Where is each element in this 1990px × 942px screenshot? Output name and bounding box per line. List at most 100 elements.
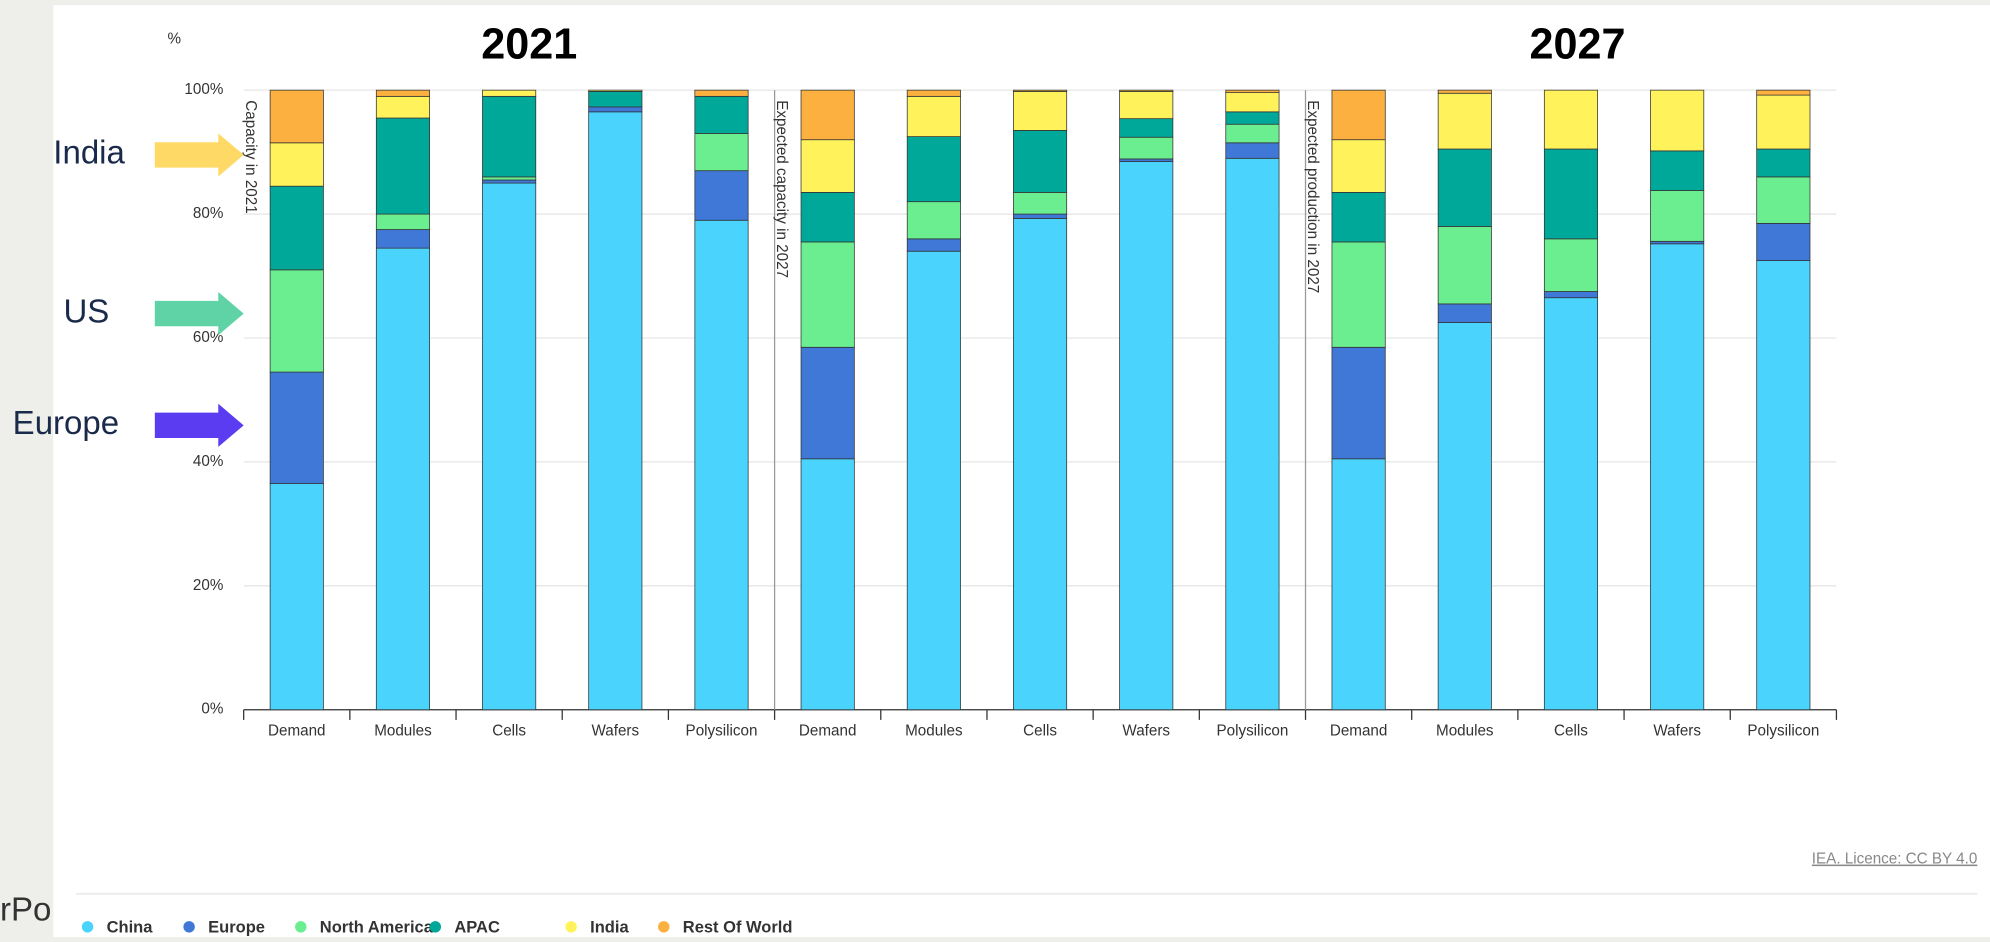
source[interactable]: IEA. Licence: CC BY 4.0 xyxy=(1812,851,1977,868)
bar-segment xyxy=(1119,136,1174,160)
x-tick-label: Cells xyxy=(492,722,526,739)
bar-segment xyxy=(800,89,855,141)
legend-label: China xyxy=(107,918,154,936)
bar-segment xyxy=(375,229,430,249)
x-tick-label: Modules xyxy=(374,722,432,739)
x-tick-label: Polysilicon xyxy=(686,722,758,739)
bar-segment xyxy=(1543,291,1599,299)
bar-segment xyxy=(800,346,855,460)
bar-segment xyxy=(1331,191,1386,243)
annotation: US xyxy=(63,292,109,329)
bar-segment xyxy=(694,95,749,134)
bar-segment xyxy=(1013,89,1068,92)
bar-segment xyxy=(269,269,324,373)
bar-segment xyxy=(1437,148,1492,227)
bar-segment xyxy=(1437,322,1492,711)
y-axis-label: % xyxy=(168,30,182,47)
bar-segment xyxy=(1437,226,1492,305)
bar-segment xyxy=(1650,150,1705,191)
x-tick-label: Demand xyxy=(799,722,857,739)
bar-segment xyxy=(1756,222,1811,261)
group-label: Expected production in 2027 xyxy=(1304,100,1321,293)
bar-segment xyxy=(375,89,430,97)
bar-segment xyxy=(482,182,537,711)
bar-segment xyxy=(1331,458,1386,711)
legend-label: North America xyxy=(320,918,434,936)
bar-segment xyxy=(269,371,324,484)
x-tick-label: Wafers xyxy=(1122,722,1170,739)
bar-segment xyxy=(694,133,749,172)
bar-segment xyxy=(588,111,643,711)
bar-segment xyxy=(1225,89,1280,94)
legend-label: Rest Of World xyxy=(683,918,793,936)
bar-segment xyxy=(1225,123,1280,144)
bar-segment xyxy=(906,136,961,203)
bar-segment xyxy=(1225,142,1280,159)
legend-label: APAC xyxy=(454,918,500,936)
annotation-arrow xyxy=(154,403,244,447)
bar-segment xyxy=(1650,243,1705,711)
bar-segment xyxy=(1437,89,1492,94)
annotation-arrow xyxy=(154,133,244,177)
group-label: Expected capacity in 2027 xyxy=(773,100,790,278)
bar-segment xyxy=(1119,118,1174,138)
bar-segment xyxy=(269,185,324,271)
bar-segment xyxy=(1013,218,1068,711)
x-tick-label: Demand xyxy=(268,722,326,739)
y-tick-label: 40% xyxy=(193,453,223,470)
bar-segment xyxy=(1225,92,1280,113)
bar-segment xyxy=(269,142,324,187)
bar-segment xyxy=(1756,176,1811,224)
panel-title: 2021 xyxy=(481,20,577,68)
bar-segment xyxy=(1650,89,1705,152)
bar-segment xyxy=(1650,190,1705,242)
legend-label: Europe xyxy=(208,918,265,936)
annotation: India xyxy=(53,134,125,171)
y-tick-label: 20% xyxy=(193,577,223,594)
bar-segment xyxy=(694,219,749,711)
bar-segment xyxy=(800,458,855,711)
bar-segment xyxy=(1119,91,1174,120)
legend-marker xyxy=(81,921,94,933)
bar-segment xyxy=(482,95,537,178)
bar-segment xyxy=(588,91,643,108)
legend-marker xyxy=(429,921,442,933)
y-tick-label: 60% xyxy=(193,329,223,346)
x-tick-label: Modules xyxy=(905,722,963,739)
bar-segment xyxy=(375,95,430,119)
bar-segment xyxy=(1543,89,1599,150)
bar-segment xyxy=(1543,148,1599,240)
bar-segment xyxy=(1119,161,1174,711)
x-tick-label: Polysilicon xyxy=(1216,722,1288,739)
bar-segment xyxy=(1756,89,1811,96)
y-tick-label: 100% xyxy=(184,81,223,98)
group-label: Capacity in 2021 xyxy=(242,100,259,213)
bar-segment xyxy=(588,89,643,92)
x-tick-label: Cells xyxy=(1554,722,1588,739)
panel-title: 2027 xyxy=(1530,20,1626,68)
legend-marker xyxy=(565,921,577,933)
legend-marker xyxy=(295,921,307,933)
bar-segment xyxy=(1119,89,1174,92)
bar-segment xyxy=(694,89,749,97)
bar-segment xyxy=(1437,92,1492,150)
bar-segment xyxy=(906,238,961,252)
bar-segment xyxy=(1013,213,1068,219)
x-tick-label: Cells xyxy=(1023,722,1057,739)
bar-segment xyxy=(1543,238,1599,292)
bar-segment xyxy=(800,241,855,348)
x-tick-label: Modules xyxy=(1436,722,1494,739)
bar-segment xyxy=(1013,191,1068,215)
bar-segment xyxy=(1756,94,1811,150)
bar-segment xyxy=(588,106,643,113)
bar-segment xyxy=(269,483,324,711)
bar-segment xyxy=(800,139,855,193)
bar-segment xyxy=(906,89,961,97)
bar-segment xyxy=(1225,157,1280,711)
bar-segment xyxy=(694,170,749,221)
bar-segment xyxy=(1756,260,1811,711)
bar-segment xyxy=(800,191,855,243)
bar-segment xyxy=(906,95,961,137)
bar-segment xyxy=(1437,303,1492,323)
bar-segment xyxy=(375,247,430,711)
